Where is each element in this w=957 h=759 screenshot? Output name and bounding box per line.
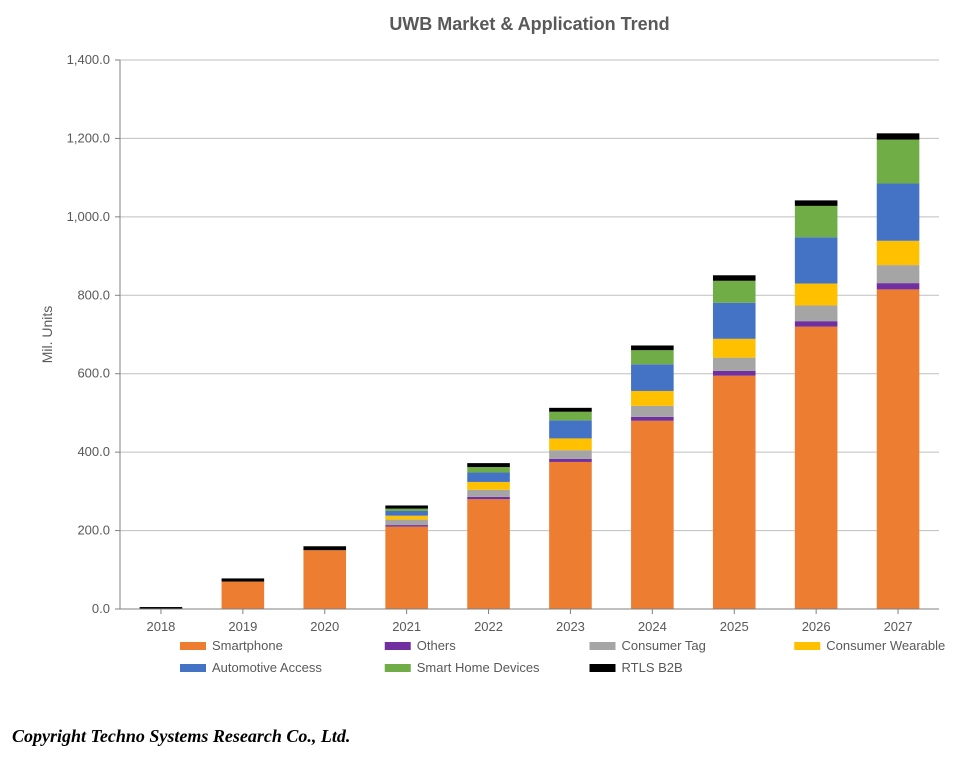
bar-segment [222,578,265,581]
bar-segment [877,283,920,289]
legend-label: Others [417,638,457,653]
bar-segment [795,327,838,609]
x-tick-label: 2020 [310,619,339,634]
bar-segment [385,516,428,520]
bar-segment [877,289,920,609]
bar-segment [549,408,592,412]
bar-segment [713,376,756,609]
x-tick-label: 2021 [392,619,421,634]
bar-segment [467,497,510,499]
bar-segment [467,473,510,482]
chart-container: UWB Market & Application Trend 0.0 200.0 40… [0,0,957,759]
legend-label: Consumer Tag [622,638,706,653]
bar-segment [795,284,838,306]
y-tick-label: 600.0 [77,366,110,381]
x-tick-label: 2019 [228,619,257,634]
legend-marker [590,664,616,672]
bar-segment [713,281,756,303]
bar-segment [631,406,674,417]
bar-segment [631,350,674,364]
bar-segment [795,321,838,326]
bar-segment [467,467,510,472]
bar-segment [385,509,428,511]
legend-label: Consumer Wearable [826,638,945,653]
bar-segment [631,364,674,391]
bar-segment [631,345,674,350]
bar-segment [385,525,428,527]
bar-segment [631,417,674,421]
bar-segment [222,582,265,609]
x-tick-label: 2025 [720,619,749,634]
bar-segment [467,490,510,497]
bar-segment [631,421,674,609]
y-tick-label: 200.0 [77,523,110,538]
legend-marker [385,664,411,672]
x-tick-label: 2027 [884,619,913,634]
bar-segment [303,546,346,550]
legend-label: Automotive Access [212,660,322,675]
y-tick-label: 1,000.0 [67,209,110,224]
bar-segment [467,463,510,467]
legend-label: Smart Home Devices [417,660,540,675]
bar-segment [631,391,674,406]
bar-segment [549,412,592,421]
bar-segment [713,358,756,371]
bar-segment [467,482,510,490]
x-tick-label: 2023 [556,619,585,634]
chart-svg: UWB Market & Application Trend 0.0 200.0 40… [0,0,957,759]
bar-segment [467,499,510,609]
legend-marker [180,642,206,650]
y-tick-label: 0.0 [92,601,110,616]
legend-label: RTLS B2B [622,660,683,675]
y-tick-label: 1,400.0 [67,52,110,67]
bar-segment [385,511,428,516]
bar-segment [549,462,592,609]
copyright-text: Copyright Techno Systems Research Co., L… [12,726,350,747]
x-tick-label: 2018 [146,619,175,634]
bar-segment [877,184,920,241]
bar-segment [549,438,592,450]
bar-segment [795,206,838,237]
bar-segment [549,420,592,438]
x-tick-label: 2024 [638,619,667,634]
bar-segment [713,339,756,358]
bar-segment [713,371,756,376]
chart-title: UWB Market & Application Trend [389,14,669,34]
bar-segment [385,520,428,525]
y-tick-label: 400.0 [77,444,110,459]
bar-segment [385,527,428,609]
bar-segment [795,200,838,205]
y-tick-label: 800.0 [77,287,110,302]
bar-segment [877,265,920,283]
bar-segment [877,133,920,139]
bar-segment [549,450,592,459]
bar-segment [385,505,428,508]
legend-marker [590,642,616,650]
legend-marker [385,642,411,650]
x-tick-label: 2022 [474,619,503,634]
x-tick-label: 2026 [802,619,831,634]
bar-segment [549,459,592,462]
bar-segment [303,550,346,609]
y-axis-label: Mil. Units [39,306,55,364]
bar-segment [877,140,920,184]
bar-segment [877,241,920,265]
legend-marker [180,664,206,672]
y-tick-label: 1,200.0 [67,130,110,145]
legend-marker [794,642,820,650]
bar-segment [795,305,838,321]
legend-label: Smartphone [212,638,283,653]
bar-segment [713,303,756,339]
bar-segment [795,237,838,283]
bar-segment [713,275,756,280]
